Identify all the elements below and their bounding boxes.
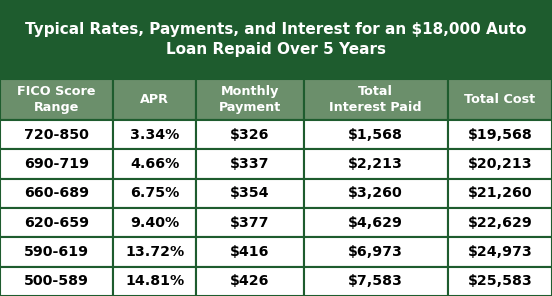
Text: 620-659: 620-659	[24, 216, 89, 230]
Text: $337: $337	[230, 157, 270, 171]
Text: $354: $354	[230, 186, 270, 200]
Bar	[304, 120, 448, 149]
Bar	[304, 149, 448, 179]
Bar	[0, 267, 114, 296]
Text: $426: $426	[230, 274, 270, 288]
Bar	[114, 208, 197, 237]
Bar	[114, 267, 197, 296]
Text: 3.34%: 3.34%	[130, 128, 179, 142]
Text: $416: $416	[230, 245, 270, 259]
Bar	[448, 179, 552, 208]
Text: 9.40%: 9.40%	[130, 216, 179, 230]
Text: Monthly
Payment: Monthly Payment	[219, 85, 281, 114]
Bar	[0, 179, 114, 208]
Text: Total Cost: Total Cost	[464, 93, 535, 106]
Bar	[197, 237, 304, 267]
Bar	[0, 0, 552, 79]
Bar	[304, 179, 448, 208]
Text: $326: $326	[230, 128, 270, 142]
Bar	[304, 237, 448, 267]
Bar	[0, 149, 114, 179]
Bar	[197, 179, 304, 208]
Text: $6,973: $6,973	[348, 245, 403, 259]
Text: $7,583: $7,583	[348, 274, 403, 288]
Bar	[197, 267, 304, 296]
Bar	[114, 149, 197, 179]
Text: $19,568: $19,568	[468, 128, 532, 142]
Bar	[448, 267, 552, 296]
Text: $25,583: $25,583	[468, 274, 532, 288]
Bar	[448, 149, 552, 179]
Text: $4,629: $4,629	[348, 216, 403, 230]
Text: $3,260: $3,260	[348, 186, 403, 200]
Bar	[0, 208, 114, 237]
Text: $22,629: $22,629	[468, 216, 532, 230]
Text: $377: $377	[230, 216, 270, 230]
Bar	[197, 120, 304, 149]
Bar	[114, 179, 197, 208]
Bar	[0, 237, 114, 267]
Text: 6.75%: 6.75%	[130, 186, 179, 200]
Bar	[0, 79, 114, 120]
Bar	[448, 120, 552, 149]
Bar	[448, 237, 552, 267]
Bar	[114, 237, 197, 267]
Bar	[114, 120, 197, 149]
Bar	[197, 208, 304, 237]
Text: 660-689: 660-689	[24, 186, 89, 200]
Text: 14.81%: 14.81%	[125, 274, 184, 288]
Bar	[0, 120, 114, 149]
Text: APR: APR	[140, 93, 169, 106]
Text: 13.72%: 13.72%	[125, 245, 184, 259]
Text: 590-619: 590-619	[24, 245, 89, 259]
Bar	[304, 208, 448, 237]
Text: 4.66%: 4.66%	[130, 157, 179, 171]
Bar	[304, 79, 448, 120]
Text: Typical Rates, Payments, and Interest for an $18,000 Auto
Loan Repaid Over 5 Yea: Typical Rates, Payments, and Interest fo…	[25, 22, 527, 57]
Text: FICO Score
Range: FICO Score Range	[18, 85, 96, 114]
Text: 720-850: 720-850	[24, 128, 89, 142]
Text: $2,213: $2,213	[348, 157, 403, 171]
Text: $20,213: $20,213	[468, 157, 532, 171]
Text: $24,973: $24,973	[468, 245, 532, 259]
Bar	[304, 267, 448, 296]
Text: $21,260: $21,260	[468, 186, 532, 200]
Bar	[448, 79, 552, 120]
Bar	[114, 79, 197, 120]
Text: $1,568: $1,568	[348, 128, 403, 142]
Text: 690-719: 690-719	[24, 157, 89, 171]
Bar	[448, 208, 552, 237]
Bar	[197, 79, 304, 120]
Text: 500-589: 500-589	[24, 274, 89, 288]
Text: Total
Interest Paid: Total Interest Paid	[330, 85, 422, 114]
Bar	[197, 149, 304, 179]
